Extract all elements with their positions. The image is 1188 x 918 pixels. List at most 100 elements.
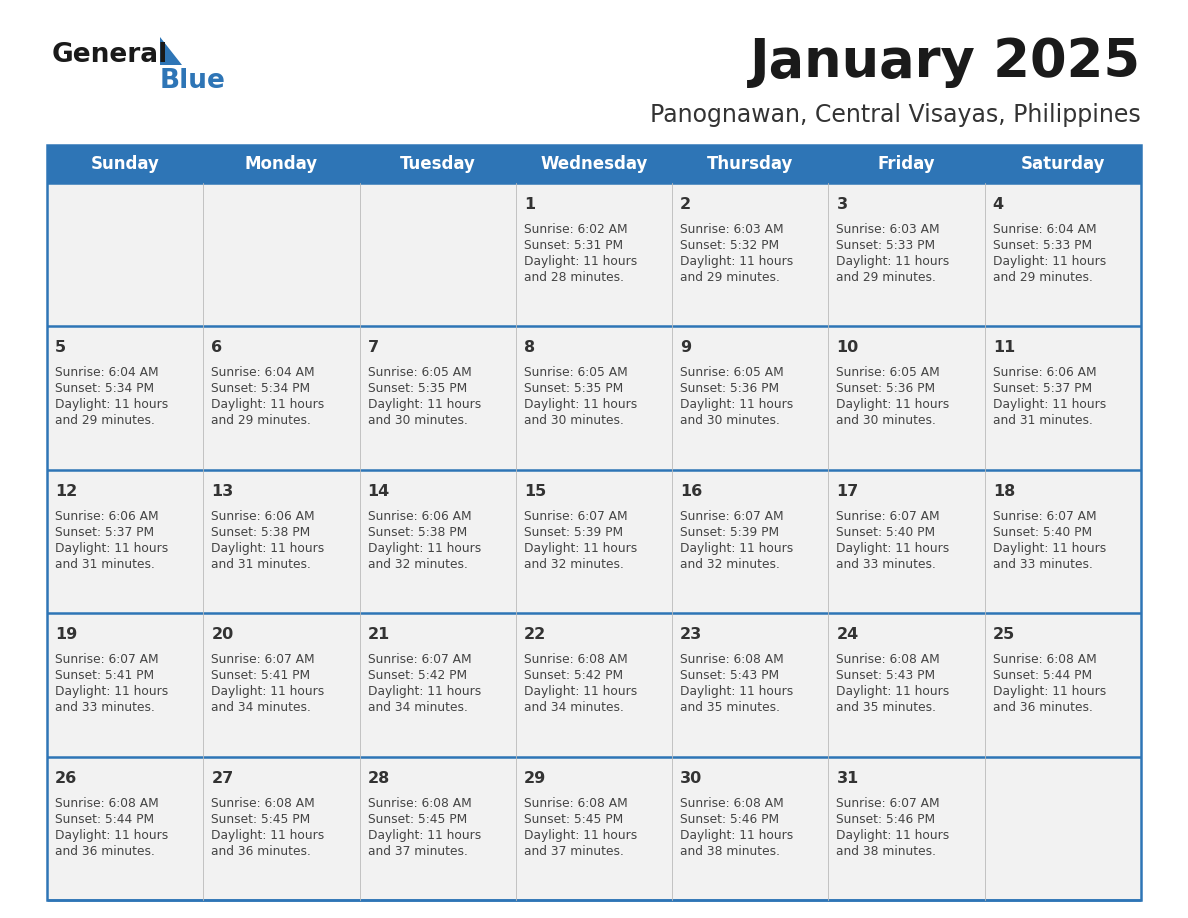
Text: Daylight: 11 hours: Daylight: 11 hours [993, 685, 1106, 699]
Text: 1: 1 [524, 197, 535, 212]
Text: and 33 minutes.: and 33 minutes. [836, 558, 936, 571]
Text: 31: 31 [836, 770, 859, 786]
Text: Daylight: 11 hours: Daylight: 11 hours [367, 829, 481, 842]
Text: Sunset: 5:42 PM: Sunset: 5:42 PM [524, 669, 623, 682]
Text: Sunrise: 6:05 AM: Sunrise: 6:05 AM [524, 366, 627, 379]
Text: and 31 minutes.: and 31 minutes. [55, 558, 154, 571]
Text: 14: 14 [367, 484, 390, 498]
Text: and 37 minutes.: and 37 minutes. [367, 845, 467, 857]
Text: Sunset: 5:33 PM: Sunset: 5:33 PM [836, 239, 936, 252]
Text: and 32 minutes.: and 32 minutes. [681, 558, 781, 571]
Text: 21: 21 [367, 627, 390, 643]
Text: and 31 minutes.: and 31 minutes. [211, 558, 311, 571]
Text: Sunset: 5:37 PM: Sunset: 5:37 PM [55, 526, 154, 539]
Text: Sunset: 5:44 PM: Sunset: 5:44 PM [993, 669, 1092, 682]
Text: 28: 28 [367, 770, 390, 786]
Text: Sunrise: 6:07 AM: Sunrise: 6:07 AM [524, 509, 627, 522]
Text: and 37 minutes.: and 37 minutes. [524, 845, 624, 857]
Text: and 32 minutes.: and 32 minutes. [367, 558, 467, 571]
Text: Daylight: 11 hours: Daylight: 11 hours [55, 685, 169, 699]
Text: 3: 3 [836, 197, 847, 212]
Text: Sunset: 5:39 PM: Sunset: 5:39 PM [524, 526, 623, 539]
Text: Sunrise: 6:08 AM: Sunrise: 6:08 AM [993, 654, 1097, 666]
Text: 27: 27 [211, 770, 234, 786]
Text: and 28 minutes.: and 28 minutes. [524, 271, 624, 284]
Text: and 32 minutes.: and 32 minutes. [524, 558, 624, 571]
Text: Sunset: 5:42 PM: Sunset: 5:42 PM [367, 669, 467, 682]
Text: Sunset: 5:45 PM: Sunset: 5:45 PM [211, 812, 310, 825]
Text: Sunset: 5:38 PM: Sunset: 5:38 PM [367, 526, 467, 539]
Text: 23: 23 [681, 627, 702, 643]
Text: Thursday: Thursday [707, 155, 794, 173]
Polygon shape [160, 37, 182, 65]
Text: 13: 13 [211, 484, 234, 498]
Text: and 30 minutes.: and 30 minutes. [681, 414, 781, 428]
Text: and 29 minutes.: and 29 minutes. [55, 414, 154, 428]
Text: Tuesday: Tuesday [400, 155, 475, 173]
Text: Monday: Monday [245, 155, 318, 173]
Text: Sunset: 5:33 PM: Sunset: 5:33 PM [993, 239, 1092, 252]
Text: Sunrise: 6:08 AM: Sunrise: 6:08 AM [681, 654, 784, 666]
Text: and 29 minutes.: and 29 minutes. [993, 271, 1093, 284]
Text: Sunset: 5:40 PM: Sunset: 5:40 PM [836, 526, 936, 539]
Text: 22: 22 [524, 627, 546, 643]
Text: and 38 minutes.: and 38 minutes. [836, 845, 936, 857]
Text: 30: 30 [681, 770, 702, 786]
Text: 25: 25 [993, 627, 1015, 643]
Text: Sunset: 5:37 PM: Sunset: 5:37 PM [993, 383, 1092, 396]
Text: Sunrise: 6:08 AM: Sunrise: 6:08 AM [55, 797, 159, 810]
Text: Sunrise: 6:07 AM: Sunrise: 6:07 AM [836, 797, 940, 810]
Text: 6: 6 [211, 341, 222, 355]
Bar [48, 145, 1140, 900]
Text: Sunset: 5:31 PM: Sunset: 5:31 PM [524, 239, 623, 252]
Text: Sunset: 5:41 PM: Sunset: 5:41 PM [211, 669, 310, 682]
Text: Daylight: 11 hours: Daylight: 11 hours [524, 685, 637, 699]
Text: Sunrise: 6:04 AM: Sunrise: 6:04 AM [55, 366, 159, 379]
Text: and 36 minutes.: and 36 minutes. [993, 701, 1093, 714]
Bar [48, 327, 1140, 470]
Text: 12: 12 [55, 484, 77, 498]
Text: and 31 minutes.: and 31 minutes. [993, 414, 1093, 428]
Text: Sunrise: 6:07 AM: Sunrise: 6:07 AM [836, 509, 940, 522]
Text: Sunrise: 6:03 AM: Sunrise: 6:03 AM [836, 223, 940, 236]
Text: Sunrise: 6:06 AM: Sunrise: 6:06 AM [993, 366, 1097, 379]
Text: 18: 18 [993, 484, 1015, 498]
Text: Sunrise: 6:08 AM: Sunrise: 6:08 AM [211, 797, 315, 810]
Text: Wednesday: Wednesday [541, 155, 647, 173]
Text: Sunrise: 6:06 AM: Sunrise: 6:06 AM [367, 509, 472, 522]
Text: Sunset: 5:45 PM: Sunset: 5:45 PM [524, 812, 624, 825]
Text: and 34 minutes.: and 34 minutes. [211, 701, 311, 714]
Text: Sunrise: 6:05 AM: Sunrise: 6:05 AM [367, 366, 472, 379]
Text: Daylight: 11 hours: Daylight: 11 hours [836, 685, 949, 699]
Text: Daylight: 11 hours: Daylight: 11 hours [681, 829, 794, 842]
Text: Daylight: 11 hours: Daylight: 11 hours [681, 685, 794, 699]
Text: Sunset: 5:43 PM: Sunset: 5:43 PM [836, 669, 936, 682]
Text: Sunset: 5:39 PM: Sunset: 5:39 PM [681, 526, 779, 539]
Text: 8: 8 [524, 341, 535, 355]
Text: 29: 29 [524, 770, 546, 786]
Text: Daylight: 11 hours: Daylight: 11 hours [836, 398, 949, 411]
Bar [48, 470, 1140, 613]
Text: Daylight: 11 hours: Daylight: 11 hours [524, 398, 637, 411]
Text: Daylight: 11 hours: Daylight: 11 hours [681, 542, 794, 554]
Text: 24: 24 [836, 627, 859, 643]
Text: Sunset: 5:40 PM: Sunset: 5:40 PM [993, 526, 1092, 539]
Text: Sunrise: 6:08 AM: Sunrise: 6:08 AM [524, 797, 627, 810]
Text: Sunset: 5:46 PM: Sunset: 5:46 PM [836, 812, 936, 825]
Text: Saturday: Saturday [1020, 155, 1105, 173]
Text: Sunset: 5:45 PM: Sunset: 5:45 PM [367, 812, 467, 825]
Text: Daylight: 11 hours: Daylight: 11 hours [211, 542, 324, 554]
Text: Daylight: 11 hours: Daylight: 11 hours [55, 542, 169, 554]
Bar [48, 145, 1140, 183]
Text: Friday: Friday [878, 155, 935, 173]
Text: Sunrise: 6:05 AM: Sunrise: 6:05 AM [836, 366, 940, 379]
Text: 5: 5 [55, 341, 67, 355]
Text: Blue: Blue [160, 68, 226, 94]
Text: Sunset: 5:43 PM: Sunset: 5:43 PM [681, 669, 779, 682]
Text: Daylight: 11 hours: Daylight: 11 hours [681, 255, 794, 268]
Text: Sunrise: 6:07 AM: Sunrise: 6:07 AM [211, 654, 315, 666]
Text: and 33 minutes.: and 33 minutes. [55, 701, 154, 714]
Text: 2: 2 [681, 197, 691, 212]
Text: Sunrise: 6:08 AM: Sunrise: 6:08 AM [836, 654, 940, 666]
Text: Sunset: 5:41 PM: Sunset: 5:41 PM [55, 669, 154, 682]
